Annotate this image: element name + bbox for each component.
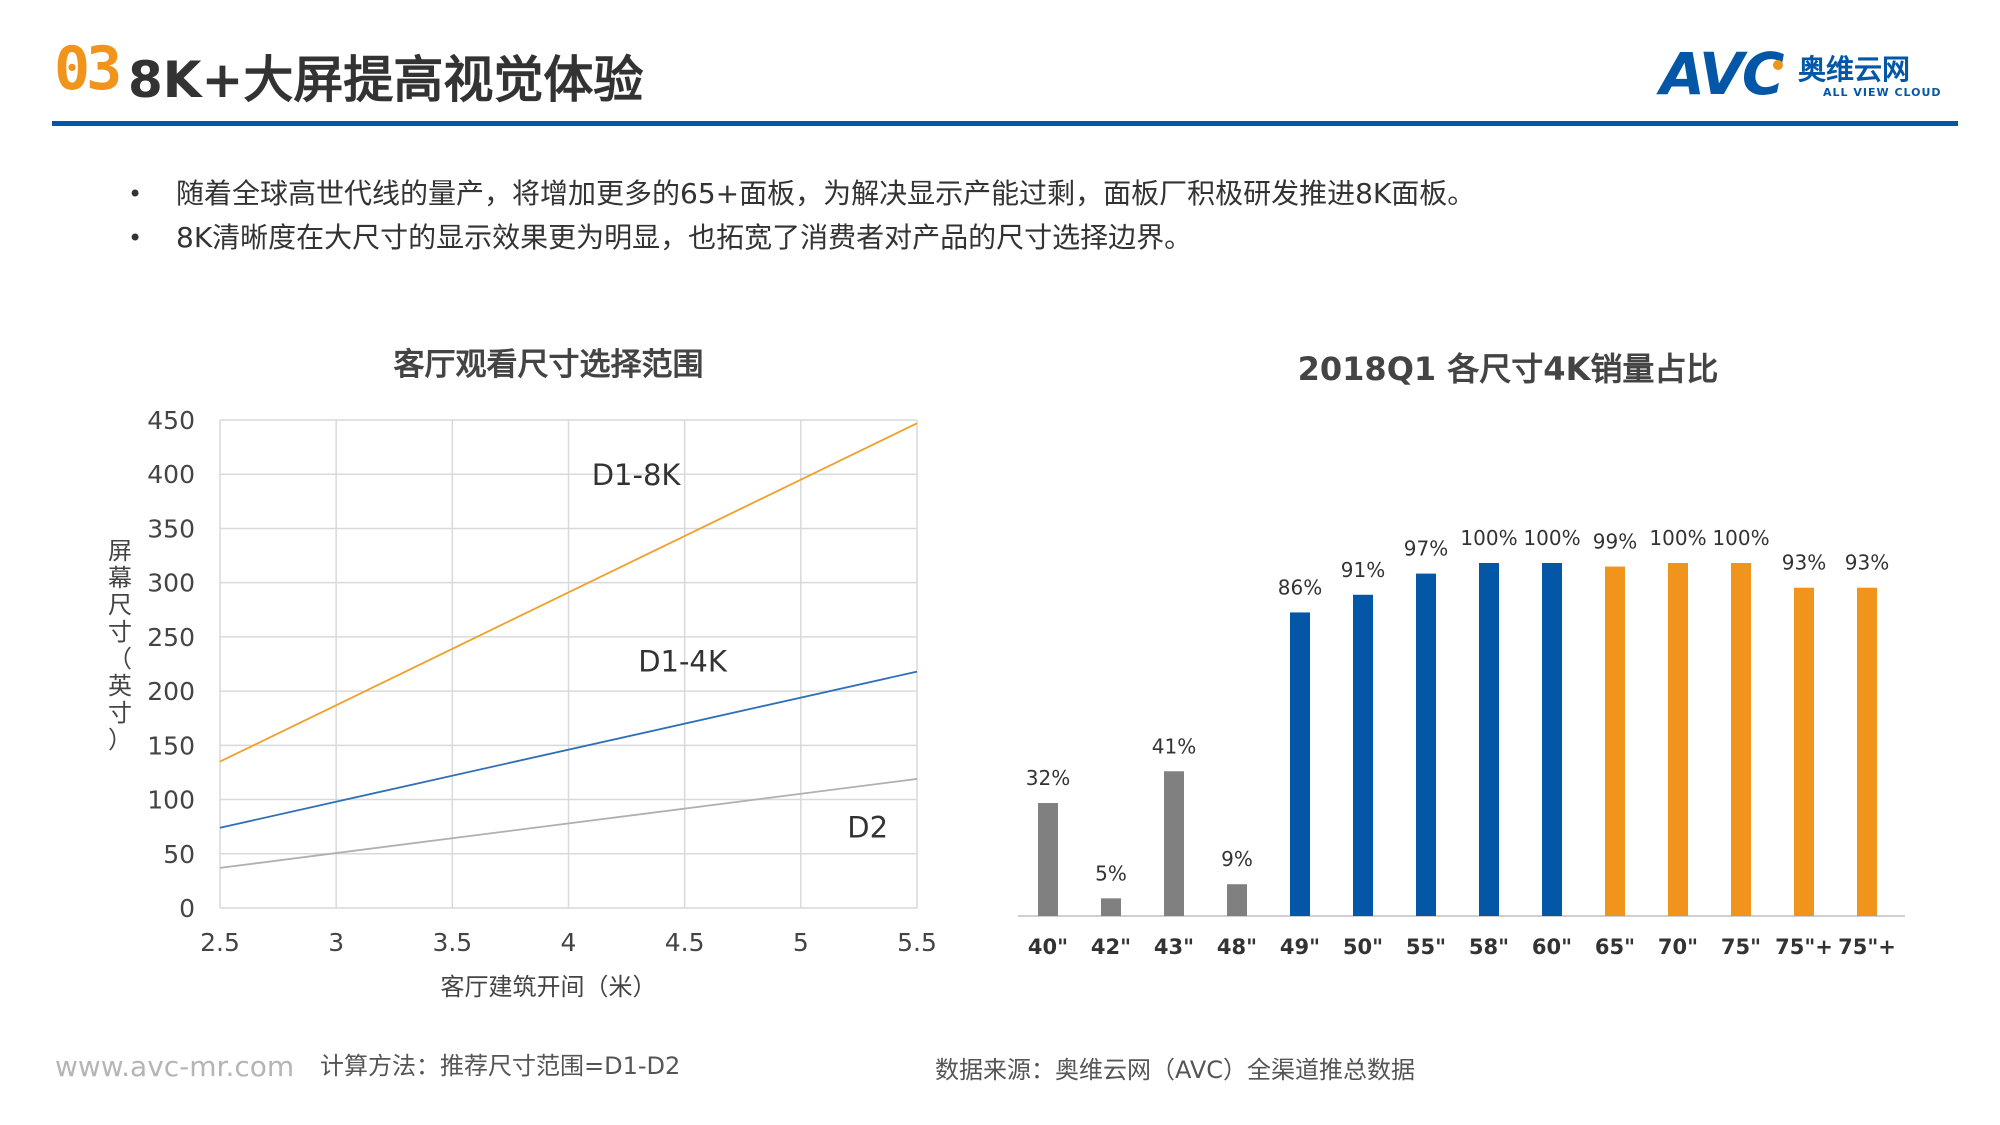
page-title: 8K+大屏提高视觉体验: [128, 51, 644, 109]
y-tick-label: 150: [147, 731, 195, 760]
y-tick-label: 400: [147, 460, 195, 489]
bar: [1038, 803, 1058, 916]
bar: [1794, 587, 1814, 916]
bar: [1227, 884, 1247, 916]
series-line: [219, 778, 918, 869]
y-axis-label-char: 幕: [108, 564, 132, 592]
bar-value-label: 100%: [1523, 526, 1580, 550]
y-tick-label: 0: [179, 894, 195, 923]
bullet-text: 8K清晰度在大尺寸的显示效果更为明显，也拓宽了消费者对产品的尺寸选择边界。: [176, 221, 1193, 254]
category-label: 65": [1595, 935, 1635, 959]
bar-value-label: 91%: [1341, 558, 1385, 582]
bar-value-label: 41%: [1152, 734, 1196, 758]
bar-value-label: 100%: [1712, 526, 1769, 550]
series-line: [219, 422, 918, 763]
logo-english: ALL VIEW CLOUD: [1823, 86, 1942, 99]
bullet-text: 随着全球高世代线的量产，将增加更多的65+面板，为解决显示产能过剩，面板厂积极研…: [176, 177, 1476, 210]
bar: [1101, 898, 1121, 916]
section-number: 03: [54, 34, 122, 104]
category-label: 42": [1091, 935, 1131, 959]
footer-method-note: 计算方法：推荐尺寸范围=D1-D2: [320, 1052, 681, 1080]
series-line: [219, 670, 918, 829]
bar: [1164, 771, 1184, 916]
y-axis-label: 屏幕尺寸（英寸）: [108, 537, 132, 754]
x-axis-label: 客厅建筑开间（米）: [441, 973, 657, 1001]
bullet-dot-icon: •: [128, 180, 143, 208]
bullet-item: • 随着全球高世代线的量产，将增加更多的65+面板，为解决显示产能过剩，面板厂积…: [128, 172, 1928, 216]
y-axis-label-char: 寸: [108, 699, 132, 727]
bullet-list: • 随着全球高世代线的量产，将增加更多的65+面板，为解决显示产能过剩，面板厂积…: [128, 172, 1928, 260]
y-axis-label-char: （: [108, 645, 132, 673]
series-label: D1-8K: [592, 458, 682, 492]
series-label: D1-4K: [638, 645, 728, 679]
y-axis-label-char: 英: [108, 672, 132, 700]
bar-value-label: 100%: [1649, 526, 1706, 550]
y-tick-label: 300: [147, 569, 195, 598]
bar: [1542, 563, 1562, 916]
bar-chart: 2018Q1 各尺寸4K销量占比 32% 40" 5% 42" 41% 43" 9% 48" 86…: [1018, 350, 1905, 959]
line-chart: 客厅观看尺寸选择范围 0 50 100 150 200 250 300 350 400 450 2.5…: [108, 347, 937, 1001]
bar: [1605, 566, 1625, 916]
bar-value-label: 99%: [1593, 530, 1637, 554]
y-tick-label: 250: [147, 623, 195, 652]
bar: [1857, 587, 1877, 916]
y-axis-label-char: 尺: [108, 591, 132, 619]
logo-wordmark: AVC: [1660, 40, 1784, 108]
logo-dot-icon: [1773, 60, 1783, 70]
bar-value-label: 9%: [1221, 847, 1253, 871]
y-axis-label-char: 寸: [108, 618, 132, 646]
footer-source-note: 数据来源：奥维云网（AVC）全渠道推总数据: [935, 1056, 1416, 1084]
category-label: 70": [1658, 935, 1698, 959]
series-label: D2: [847, 811, 888, 845]
x-tick-label: 5: [793, 928, 809, 957]
bar-value-label: 93%: [1782, 551, 1826, 575]
category-label: 40": [1028, 935, 1068, 959]
line-chart-title: 客厅观看尺寸选择范围: [394, 347, 704, 383]
bar: [1416, 573, 1436, 916]
category-label: 55": [1406, 935, 1446, 959]
x-tick-label: 3: [328, 928, 344, 957]
category-label: 75"+: [1838, 935, 1896, 959]
y-tick-label: 350: [147, 514, 195, 543]
x-tick-label: 4: [561, 928, 577, 957]
category-label: 43": [1154, 935, 1194, 959]
bar-value-label: 86%: [1278, 575, 1322, 599]
bar: [1479, 563, 1499, 916]
bar-value-label: 100%: [1460, 526, 1517, 550]
bullet-item: • 8K清晰度在大尺寸的显示效果更为明显，也拓宽了消费者对产品的尺寸选择边界。: [128, 216, 1928, 260]
y-axis-label-char: 屏: [108, 537, 132, 565]
y-axis-label-char: ）: [108, 726, 132, 754]
header-divider: [52, 121, 1958, 126]
y-tick-label: 50: [163, 840, 195, 869]
category-label: 60": [1532, 935, 1572, 959]
y-tick-label: 450: [147, 406, 195, 435]
y-tick-label: 200: [147, 677, 195, 706]
y-tick-label: 100: [147, 786, 195, 815]
bar-value-label: 32%: [1026, 766, 1070, 790]
bar: [1668, 563, 1688, 916]
category-label: 50": [1343, 935, 1383, 959]
bar: [1731, 563, 1751, 916]
bar-value-label: 5%: [1095, 861, 1127, 885]
logo-chinese: 奥维云网: [1798, 53, 1911, 86]
x-tick-label: 5.5: [897, 928, 937, 957]
bar: [1353, 594, 1373, 916]
category-label: 75"+: [1775, 935, 1833, 959]
footer-url: www.avc-mr.com: [55, 1050, 295, 1083]
category-label: 49": [1280, 935, 1320, 959]
bar-value-label: 93%: [1845, 551, 1889, 575]
bar-chart-title: 2018Q1 各尺寸4K销量占比: [1298, 350, 1719, 388]
bar-value-label: 97%: [1404, 537, 1448, 561]
avc-logo: AVC 奥维云网 ALL VIEW CLOUD: [1660, 40, 1960, 110]
bullet-dot-icon: •: [128, 224, 143, 252]
category-label: 75": [1721, 935, 1761, 959]
bar: [1290, 612, 1310, 916]
category-label: 48": [1217, 935, 1257, 959]
x-tick-label: 4.5: [665, 928, 705, 957]
x-tick-label: 2.5: [200, 928, 240, 957]
category-label: 58": [1469, 935, 1509, 959]
x-tick-label: 3.5: [432, 928, 472, 957]
